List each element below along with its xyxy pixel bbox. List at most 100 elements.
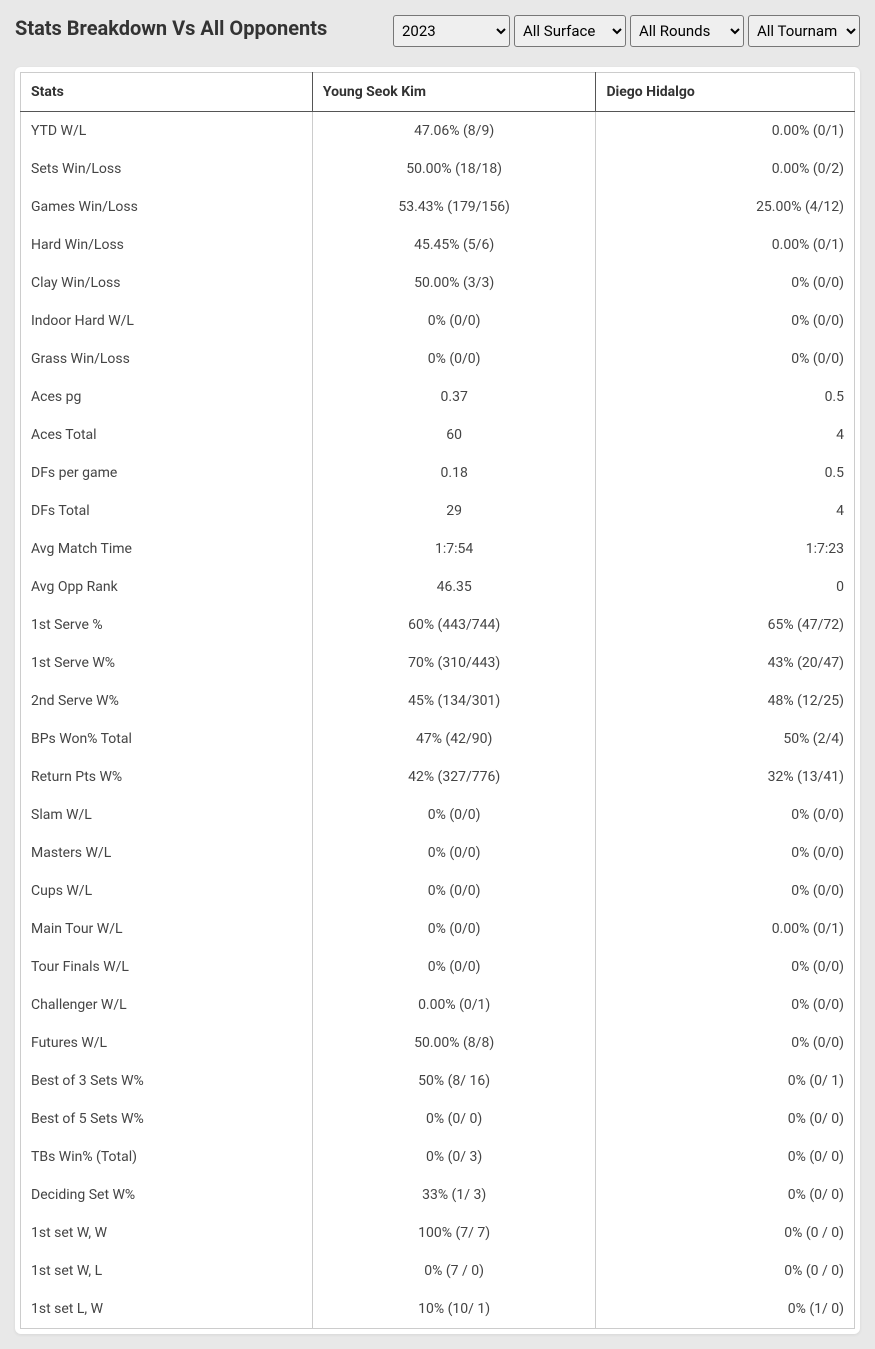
table-row: Deciding Set W%33% (1/ 3)0% (0/ 0) bbox=[21, 1176, 855, 1214]
table-row: Indoor Hard W/L0% (0/0)0% (0/0) bbox=[21, 302, 855, 340]
player2-value: 65% (47/72) bbox=[596, 606, 855, 644]
player2-value: 48% (12/25) bbox=[596, 682, 855, 720]
year-select[interactable]: 2023 bbox=[393, 15, 510, 47]
player1-value: 50% (8/ 16) bbox=[312, 1062, 596, 1100]
player1-value: 0% (0/ 0) bbox=[312, 1100, 596, 1138]
table-row: Aces Total604 bbox=[21, 416, 855, 454]
table-row: DFs Total294 bbox=[21, 492, 855, 530]
player2-value: 0% (0/0) bbox=[596, 302, 855, 340]
player2-value: 0.5 bbox=[596, 378, 855, 416]
player2-value: 0.5 bbox=[596, 454, 855, 492]
stat-label: Cups W/L bbox=[21, 872, 313, 910]
stat-label: Avg Match Time bbox=[21, 530, 313, 568]
stat-label: DFs Total bbox=[21, 492, 313, 530]
player1-value: 0% (7 / 0) bbox=[312, 1252, 596, 1290]
player1-value: 0% (0/0) bbox=[312, 340, 596, 378]
player2-value: 0% (0 / 0) bbox=[596, 1214, 855, 1252]
player1-value: 70% (310/443) bbox=[312, 644, 596, 682]
player1-value: 0% (0/0) bbox=[312, 910, 596, 948]
table-row: 1st Serve %60% (443/744)65% (47/72) bbox=[21, 606, 855, 644]
filters-group: 2023 All Surface All Rounds All Tournam bbox=[393, 15, 860, 47]
stat-label: 1st Serve W% bbox=[21, 644, 313, 682]
player1-value: 0% (0/0) bbox=[312, 796, 596, 834]
player1-value: 50.00% (3/3) bbox=[312, 264, 596, 302]
table-row: 2nd Serve W%45% (134/301)48% (12/25) bbox=[21, 682, 855, 720]
stat-label: Slam W/L bbox=[21, 796, 313, 834]
table-row: BPs Won% Total47% (42/90)50% (2/4) bbox=[21, 720, 855, 758]
player1-value: 29 bbox=[312, 492, 596, 530]
col-header-player1: Young Seok Kim bbox=[312, 73, 596, 112]
player2-value: 0% (0/ 0) bbox=[596, 1176, 855, 1214]
player2-value: 0.00% (0/1) bbox=[596, 226, 855, 264]
stat-label: Games Win/Loss bbox=[21, 188, 313, 226]
page-title: Stats Breakdown Vs All Opponents bbox=[15, 15, 327, 41]
player2-value: 0% (0 / 0) bbox=[596, 1252, 855, 1290]
stat-label: YTD W/L bbox=[21, 112, 313, 151]
table-row: Clay Win/Loss50.00% (3/3)0% (0/0) bbox=[21, 264, 855, 302]
player2-value: 0% (0/ 0) bbox=[596, 1138, 855, 1176]
table-row: Avg Opp Rank46.350 bbox=[21, 568, 855, 606]
stat-label: Futures W/L bbox=[21, 1024, 313, 1062]
player2-value: 1:7:23 bbox=[596, 530, 855, 568]
stat-label: Challenger W/L bbox=[21, 986, 313, 1024]
stat-label: 1st Serve % bbox=[21, 606, 313, 644]
table-row: DFs per game0.180.5 bbox=[21, 454, 855, 492]
stat-label: TBs Win% (Total) bbox=[21, 1138, 313, 1176]
table-row: Challenger W/L0.00% (0/1)0% (0/0) bbox=[21, 986, 855, 1024]
player1-value: 0.37 bbox=[312, 378, 596, 416]
table-row: 1st set L, W10% (10/ 1)0% (1/ 0) bbox=[21, 1290, 855, 1329]
player2-value: 0.00% (0/1) bbox=[596, 112, 855, 151]
stats-table-body: YTD W/L47.06% (8/9)0.00% (0/1)Sets Win/L… bbox=[21, 112, 855, 1329]
stat-label: 1st set L, W bbox=[21, 1290, 313, 1329]
stat-label: Main Tour W/L bbox=[21, 910, 313, 948]
player1-value: 33% (1/ 3) bbox=[312, 1176, 596, 1214]
stat-label: Grass Win/Loss bbox=[21, 340, 313, 378]
stat-label: 2nd Serve W% bbox=[21, 682, 313, 720]
table-row: Futures W/L50.00% (8/8)0% (0/0) bbox=[21, 1024, 855, 1062]
table-row: Masters W/L0% (0/0)0% (0/0) bbox=[21, 834, 855, 872]
table-row: 1st Serve W%70% (310/443)43% (20/47) bbox=[21, 644, 855, 682]
player2-value: 0% (0/ 0) bbox=[596, 1100, 855, 1138]
player1-value: 0% (0/0) bbox=[312, 872, 596, 910]
player2-value: 0% (0/0) bbox=[596, 948, 855, 986]
player2-value: 0% (0/0) bbox=[596, 986, 855, 1024]
stat-label: Clay Win/Loss bbox=[21, 264, 313, 302]
player1-value: 60% (443/744) bbox=[312, 606, 596, 644]
stats-table-container: Stats Young Seok Kim Diego Hidalgo YTD W… bbox=[15, 67, 860, 1334]
player1-value: 60 bbox=[312, 416, 596, 454]
player2-value: 25.00% (4/12) bbox=[596, 188, 855, 226]
table-row: YTD W/L47.06% (8/9)0.00% (0/1) bbox=[21, 112, 855, 151]
table-row: 1st set W, W100% (7/ 7)0% (0 / 0) bbox=[21, 1214, 855, 1252]
table-row: Aces pg0.370.5 bbox=[21, 378, 855, 416]
table-row: Tour Finals W/L0% (0/0)0% (0/0) bbox=[21, 948, 855, 986]
player1-value: 0.18 bbox=[312, 454, 596, 492]
player1-value: 47.06% (8/9) bbox=[312, 112, 596, 151]
stat-label: 1st set W, L bbox=[21, 1252, 313, 1290]
player1-value: 53.43% (179/156) bbox=[312, 188, 596, 226]
player2-value: 0% (0/ 1) bbox=[596, 1062, 855, 1100]
player1-value: 10% (10/ 1) bbox=[312, 1290, 596, 1329]
player2-value: 43% (20/47) bbox=[596, 644, 855, 682]
table-row: Slam W/L0% (0/0)0% (0/0) bbox=[21, 796, 855, 834]
player2-value: 4 bbox=[596, 416, 855, 454]
col-header-stats: Stats bbox=[21, 73, 313, 112]
player1-value: 0% (0/ 3) bbox=[312, 1138, 596, 1176]
stats-table: Stats Young Seok Kim Diego Hidalgo YTD W… bbox=[20, 72, 855, 1329]
surface-select[interactable]: All Surface bbox=[514, 15, 626, 47]
table-row: Main Tour W/L0% (0/0)0.00% (0/1) bbox=[21, 910, 855, 948]
stat-label: Best of 3 Sets W% bbox=[21, 1062, 313, 1100]
player2-value: 32% (13/41) bbox=[596, 758, 855, 796]
tournament-select[interactable]: All Tournam bbox=[748, 15, 860, 47]
player1-value: 0.00% (0/1) bbox=[312, 986, 596, 1024]
player2-value: 0% (0/0) bbox=[596, 834, 855, 872]
header-row: Stats Breakdown Vs All Opponents 2023 Al… bbox=[15, 15, 860, 47]
col-header-player2: Diego Hidalgo bbox=[596, 73, 855, 112]
player2-value: 0.00% (0/1) bbox=[596, 910, 855, 948]
player2-value: 0% (0/0) bbox=[596, 264, 855, 302]
round-select[interactable]: All Rounds bbox=[630, 15, 744, 47]
table-row: Hard Win/Loss45.45% (5/6)0.00% (0/1) bbox=[21, 226, 855, 264]
table-header-row: Stats Young Seok Kim Diego Hidalgo bbox=[21, 73, 855, 112]
table-row: Games Win/Loss53.43% (179/156)25.00% (4/… bbox=[21, 188, 855, 226]
player2-value: 0% (1/ 0) bbox=[596, 1290, 855, 1329]
player1-value: 0% (0/0) bbox=[312, 302, 596, 340]
